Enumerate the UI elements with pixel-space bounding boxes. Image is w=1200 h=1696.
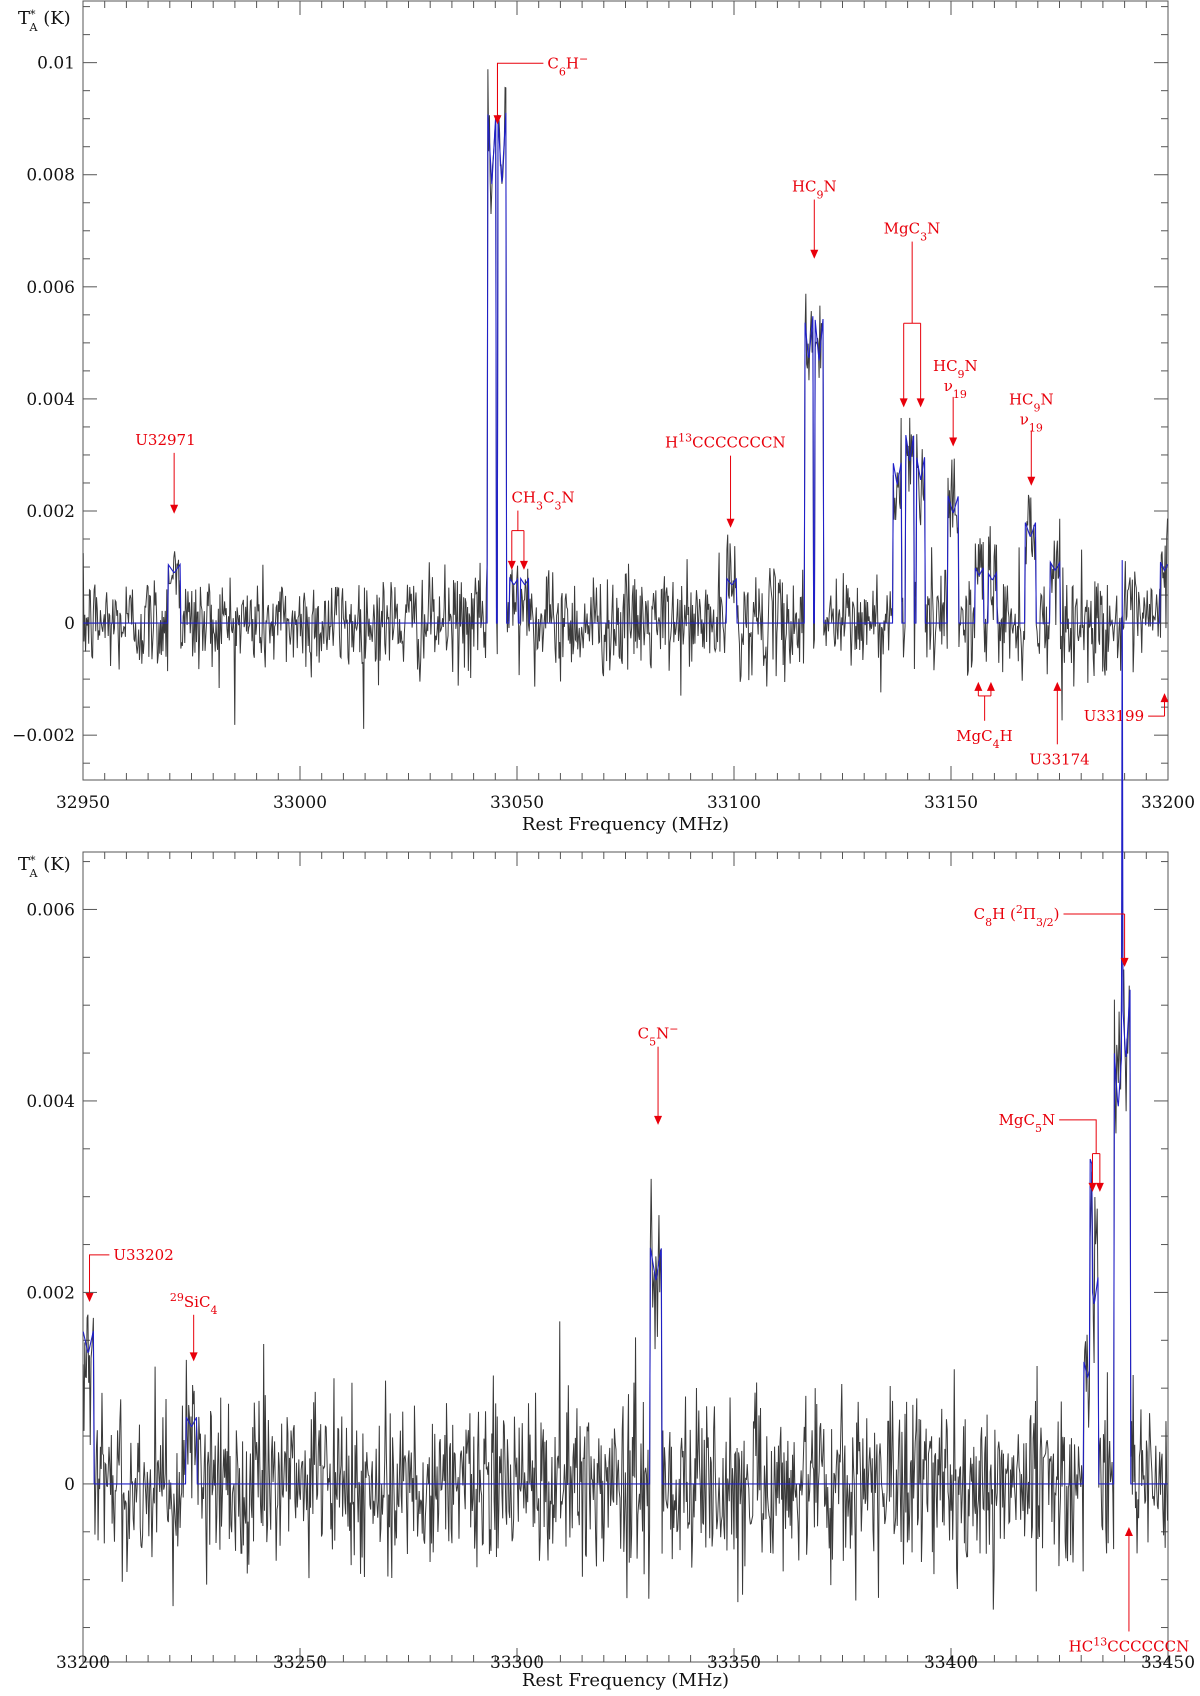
arrow-head xyxy=(810,249,819,259)
y-tick-label: 0.002 xyxy=(26,1283,75,1303)
line-annotation: 29SiC4 xyxy=(170,1290,218,1362)
arrow-head xyxy=(726,518,735,528)
arrow-head xyxy=(974,681,983,691)
line-annotation: U33174 xyxy=(1029,681,1090,768)
plot-frame xyxy=(82,851,1169,1663)
spectrum-trace xyxy=(82,851,1169,1610)
line-annotation: MgC4H xyxy=(956,681,1013,751)
molecule-label: HC9N xyxy=(792,178,837,202)
x-tick-label: 33350 xyxy=(707,1653,761,1673)
x-tick-label: 33200 xyxy=(56,1653,110,1673)
y-tick-label: 0.008 xyxy=(26,166,75,186)
molecule-label: U33199 xyxy=(1084,707,1144,725)
molecule-label: 29SiC4 xyxy=(170,1290,218,1316)
y-tick-label: −0.002 xyxy=(12,726,75,746)
line-annotation: HC13CCCCCCN xyxy=(1069,1527,1190,1656)
y-tick-label: 0.01 xyxy=(37,54,75,74)
plot-frame xyxy=(82,0,1169,781)
line-annotation: MgC5N xyxy=(999,1111,1104,1192)
x-axis-title: Rest Frequency (MHz) xyxy=(522,814,729,835)
spectrum-trace xyxy=(82,69,1169,729)
line-annotation: H13CCCCCCCN xyxy=(665,431,786,528)
arrow-head xyxy=(1053,681,1062,691)
arrow-head xyxy=(1124,1527,1133,1536)
arrow-head xyxy=(1027,476,1036,486)
line-annotation: C5N− xyxy=(638,1022,679,1125)
line-annotation: U32971 xyxy=(135,431,196,514)
line-annotation: U33199 xyxy=(1084,693,1169,725)
arrow-head xyxy=(189,1352,198,1362)
x-tick-label: 33300 xyxy=(490,1653,544,1673)
x-tick-label: 33250 xyxy=(273,1653,327,1673)
molecule-label: C5N− xyxy=(638,1022,679,1048)
arrow-head xyxy=(986,681,995,691)
x-tick-label: 33150 xyxy=(924,793,978,813)
line-annotation: MgC3N xyxy=(884,220,941,408)
molecule-label: HC9N xyxy=(933,357,978,381)
molecule-label: MgC4H xyxy=(956,727,1013,751)
line-annotation: HC9N xyxy=(792,178,837,259)
y-axis-title: T* A (K) xyxy=(18,8,71,34)
molecule-label: MgC5N xyxy=(999,1111,1056,1135)
fit-trace xyxy=(82,560,1168,1485)
chart-panel-1: 32950 33000 33050 33100 33150 33200 −0.002 0 0.0… xyxy=(12,0,1195,835)
molecule-label: HC9N xyxy=(1009,391,1054,415)
molecule-label: H13CCCCCCCN xyxy=(665,431,786,452)
line-annotation: C6H− xyxy=(493,52,588,125)
arrow-head xyxy=(1120,957,1129,967)
y-axis-title: T* A (K) xyxy=(18,854,71,880)
x-tick-label: 33000 xyxy=(273,793,327,813)
arrow-head xyxy=(493,115,502,125)
arrow-head xyxy=(1160,693,1169,703)
leader-line xyxy=(1059,1119,1097,1154)
chart-panel-2: 33200 33250 33300 33350 33400 33450 0 0.002 0.00… xyxy=(18,560,1195,1691)
molecule-label: U33174 xyxy=(1029,750,1089,768)
molecule-label: U33202 xyxy=(113,1246,173,1264)
molecule-label: C6H− xyxy=(547,52,588,78)
arrow-head xyxy=(1095,1182,1104,1192)
y-tick-label: 0.004 xyxy=(26,1092,75,1112)
arrow-head xyxy=(949,437,958,447)
line-annotation: CH3C3N xyxy=(507,489,575,570)
arrow-head xyxy=(1088,1182,1097,1192)
x-tick-label: 33450 xyxy=(1141,1653,1195,1673)
molecule-label: C8H (2Π3/2) xyxy=(974,903,1060,929)
arrow-head xyxy=(519,560,528,570)
arrow-head xyxy=(507,560,516,570)
molecule-sublabel: ν19 xyxy=(1020,411,1043,435)
line-annotation: C8H (2Π3/2) xyxy=(974,903,1129,967)
x-tick-label: 32950 xyxy=(56,793,110,813)
leader-line xyxy=(89,1254,110,1294)
arrow-head xyxy=(170,504,179,514)
y-tick-label: 0 xyxy=(64,1475,75,1495)
arrow-head xyxy=(899,398,908,408)
fit-trace xyxy=(83,112,1169,624)
y-tick-label: 0.006 xyxy=(26,278,75,298)
y-tick-label: 0.002 xyxy=(26,502,75,522)
x-axis-title: Rest Frequency (MHz) xyxy=(522,1670,729,1691)
x-tick-label: 33400 xyxy=(924,1653,978,1673)
x-tick-label: 33100 xyxy=(707,793,761,813)
arrow-head xyxy=(916,398,925,408)
molecule-label: U32971 xyxy=(135,431,195,449)
arrow-head xyxy=(654,1115,663,1125)
y-tick-label: 0.004 xyxy=(26,390,75,410)
arrow-head xyxy=(85,1293,94,1302)
molecule-sublabel: ν19 xyxy=(944,377,967,401)
y-tick-label: 0.006 xyxy=(26,900,75,920)
molecule-label: MgC3N xyxy=(884,220,941,244)
molecule-label: CH3C3N xyxy=(511,489,574,512)
y-tick-label: 0 xyxy=(64,614,75,634)
x-tick-label: 33050 xyxy=(490,793,544,813)
x-tick-label: 33200 xyxy=(1141,793,1195,813)
line-annotation: U33202 xyxy=(85,1246,174,1302)
molecule-label: HC13CCCCCCN xyxy=(1069,1635,1190,1656)
